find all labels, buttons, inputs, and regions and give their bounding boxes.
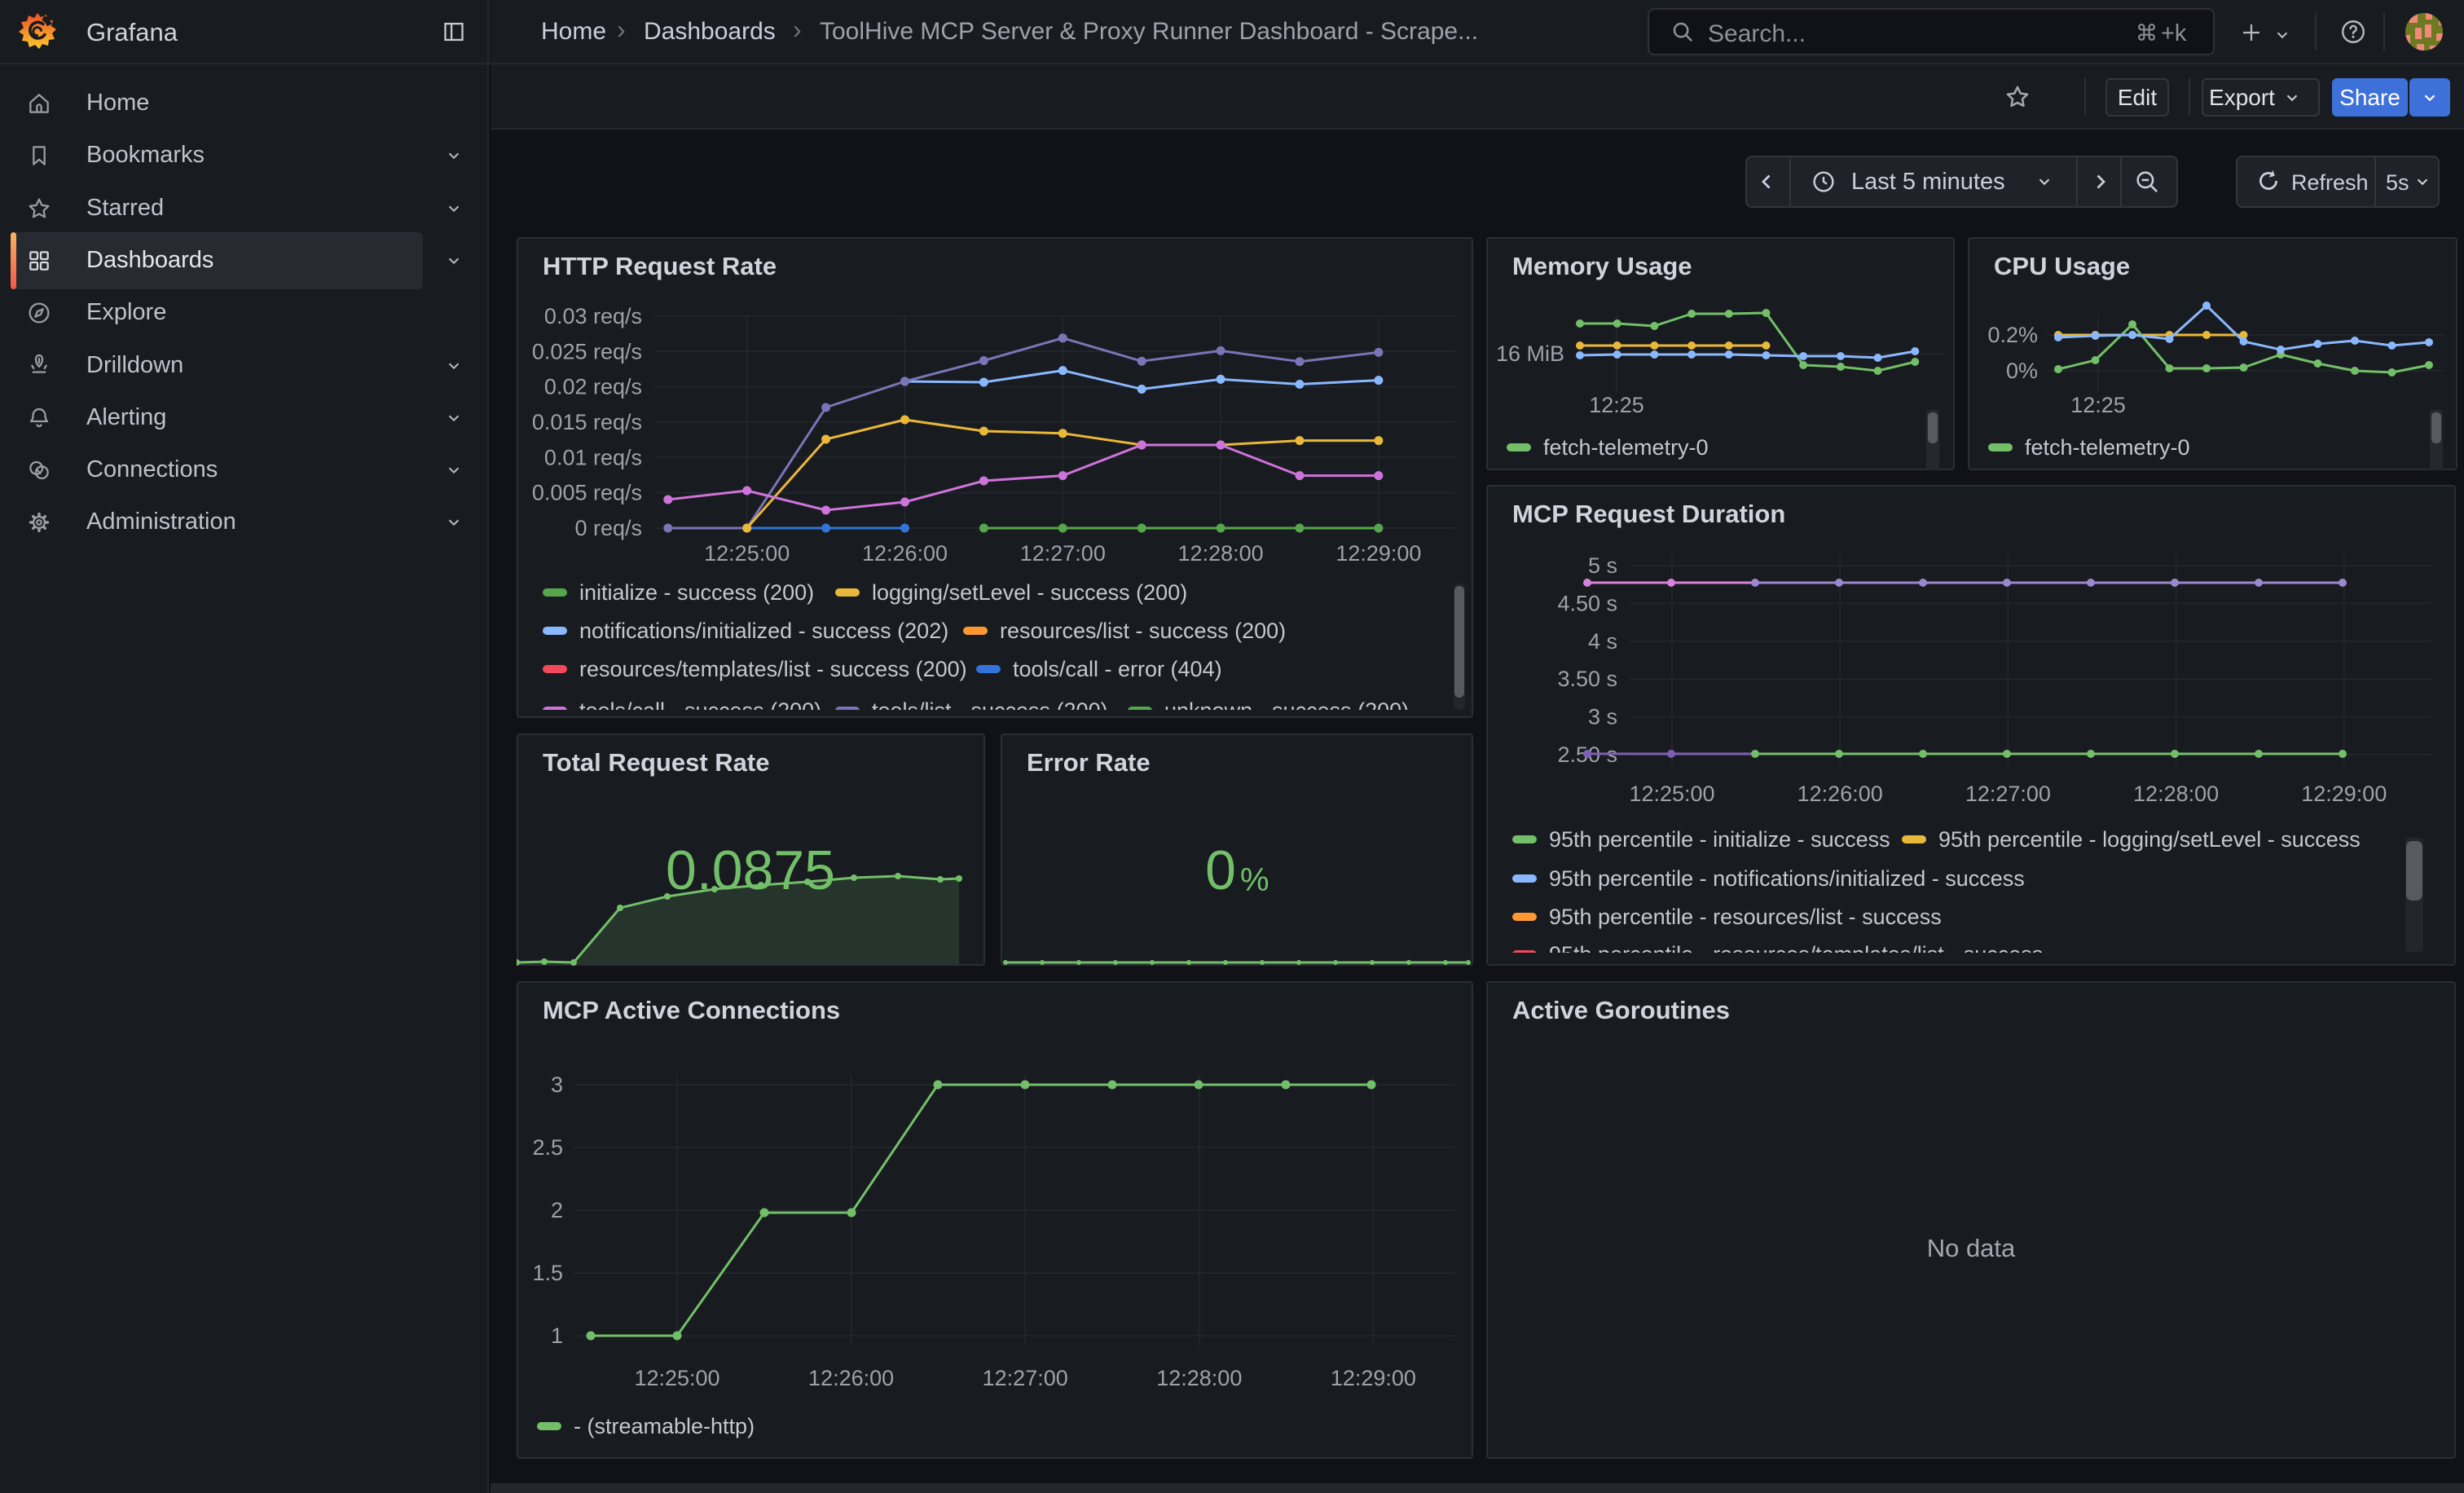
svg-text:2.5: 2.5 <box>532 1135 563 1160</box>
svg-text:12:25:00: 12:25:00 <box>1629 782 1714 806</box>
svg-text:12:25:00: 12:25:00 <box>704 541 790 566</box>
svg-text:0.005 req/s: 0.005 req/s <box>532 481 642 505</box>
svg-text:12:25: 12:25 <box>1589 393 1644 417</box>
svg-text:1: 1 <box>551 1323 563 1348</box>
svg-text:12:26:00: 12:26:00 <box>808 1366 894 1390</box>
svg-text:0.01 req/s: 0.01 req/s <box>544 445 642 469</box>
svg-text:12:28:00: 12:28:00 <box>1178 541 1264 566</box>
svg-text:tools/call - error (404): tools/call - error (404) <box>1013 657 1222 681</box>
svg-text:resources/list - success (200): resources/list - success (200) <box>1000 619 1286 643</box>
svg-text:12:28:00: 12:28:00 <box>2133 782 2219 806</box>
svg-text:95th percentile - logging/setL: 95th percentile - logging/setLevel - suc… <box>1938 827 2361 852</box>
svg-text:0 req/s: 0 req/s <box>574 516 642 540</box>
svg-text:12:29:00: 12:29:00 <box>1331 1366 1416 1390</box>
svg-text:0.0875: 0.0875 <box>666 839 835 901</box>
svg-text:12:29:00: 12:29:00 <box>2301 782 2387 806</box>
svg-text:4 s: 4 s <box>1588 629 1617 654</box>
svg-text:0.03 req/s: 0.03 req/s <box>544 304 642 328</box>
svg-text:0.02 req/s: 0.02 req/s <box>544 375 642 399</box>
svg-text:- (streamable-http): - (streamable-http) <box>574 1414 755 1438</box>
svg-text:4.50 s: 4.50 s <box>1557 591 1617 615</box>
svg-text:3 s: 3 s <box>1588 705 1617 729</box>
svg-text:16 MiB: 16 MiB <box>1496 341 1564 366</box>
svg-text:5 s: 5 s <box>1588 553 1617 578</box>
svg-text:95th percentile - initialize -: 95th percentile - initialize - success <box>1549 827 1890 852</box>
svg-text:0%: 0% <box>2006 359 2038 383</box>
svg-text:12:25:00: 12:25:00 <box>634 1366 719 1390</box>
svg-text:95th percentile - notification: 95th percentile - notifications/initiali… <box>1549 866 2025 891</box>
svg-text:3: 3 <box>551 1072 563 1097</box>
svg-text:95th percentile - resources/te: 95th percentile - resources/templates/li… <box>1549 942 2043 966</box>
svg-text:0: 0 <box>1205 839 1236 901</box>
svg-text:12:26:00: 12:26:00 <box>1797 782 1883 806</box>
svg-text:12:26:00: 12:26:00 <box>862 541 948 566</box>
svg-text:12:27:00: 12:27:00 <box>1020 541 1106 566</box>
svg-text:12:28:00: 12:28:00 <box>1156 1366 1242 1390</box>
svg-text:12:27:00: 12:27:00 <box>983 1366 1068 1390</box>
svg-text:initialize - success (200): initialize - success (200) <box>579 580 814 605</box>
svg-text:1.5: 1.5 <box>532 1261 563 1285</box>
svg-text:12:25: 12:25 <box>2070 393 2126 417</box>
svg-text:0.015 req/s: 0.015 req/s <box>532 410 642 434</box>
svg-text:0.025 req/s: 0.025 req/s <box>532 339 642 363</box>
svg-text:0.2%: 0.2% <box>1987 323 2038 347</box>
svg-text:12:29:00: 12:29:00 <box>1335 541 1421 566</box>
svg-text:tools/call - success (200): tools/call - success (200) <box>579 698 821 718</box>
svg-text:12:27:00: 12:27:00 <box>1965 782 2051 806</box>
svg-text:unknown - success (200): unknown - success (200) <box>1164 698 1409 718</box>
svg-text:3.50 s: 3.50 s <box>1557 667 1617 691</box>
svg-text:resources/templates/list - suc: resources/templates/list - success (200) <box>579 657 967 681</box>
svg-text:%: % <box>1240 862 1269 898</box>
svg-text:2: 2 <box>551 1198 563 1222</box>
svg-text:fetch-telemetry-0: fetch-telemetry-0 <box>1543 435 1709 460</box>
svg-text:95th percentile - resources/li: 95th percentile - resources/list - succe… <box>1549 905 1942 929</box>
svg-text:tools/list - success (200): tools/list - success (200) <box>872 698 1108 718</box>
svg-text:fetch-telemetry-0: fetch-telemetry-0 <box>2025 435 2190 460</box>
svg-text:notifications/initialized - su: notifications/initialized - success (202… <box>579 619 948 643</box>
svg-text:logging/setLevel - success (20: logging/setLevel - success (200) <box>872 580 1187 605</box>
